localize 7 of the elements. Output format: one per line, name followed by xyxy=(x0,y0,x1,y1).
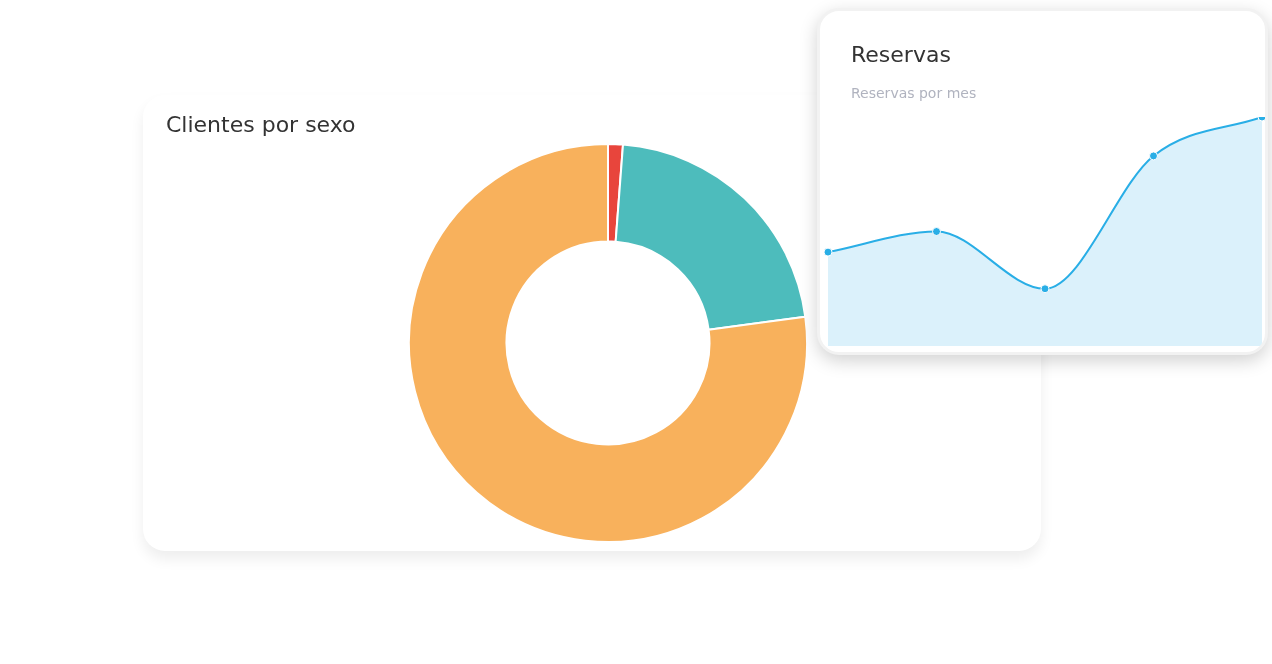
chart-title: Clientes por sexo xyxy=(166,112,356,137)
chart-title: Reservas xyxy=(851,42,951,67)
chart-subtitle: Reservas por mes xyxy=(851,85,977,101)
point xyxy=(1149,151,1158,161)
point xyxy=(932,227,941,236)
point xyxy=(823,247,833,257)
point xyxy=(1040,284,1050,294)
